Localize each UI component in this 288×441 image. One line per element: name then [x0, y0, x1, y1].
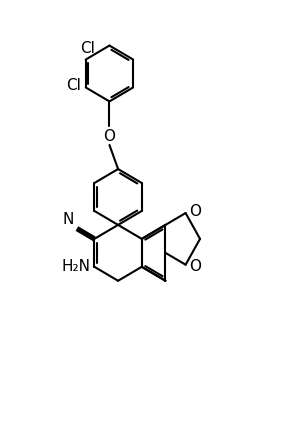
Text: O: O	[189, 259, 201, 274]
Text: H₂N: H₂N	[61, 259, 90, 274]
Text: O: O	[103, 129, 115, 144]
Text: Cl: Cl	[66, 78, 81, 93]
Text: O: O	[189, 204, 201, 219]
Text: N: N	[63, 212, 74, 227]
Text: Cl: Cl	[80, 41, 95, 56]
